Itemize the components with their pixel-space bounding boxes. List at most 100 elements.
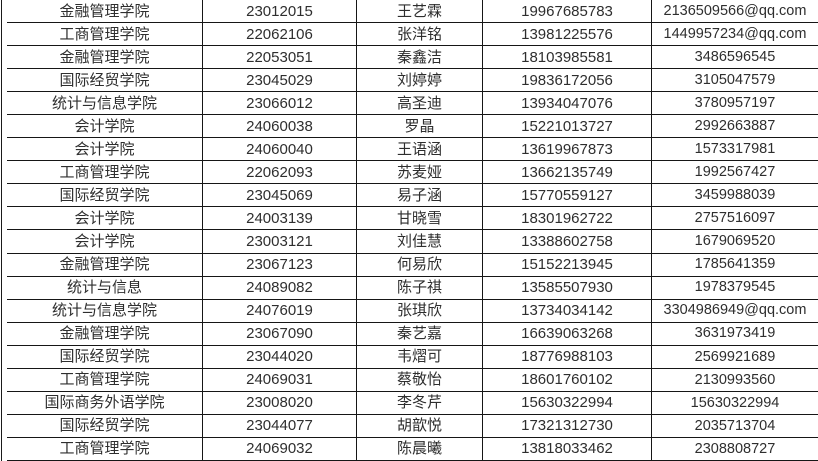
cell-college[interactable]: 工商管理学院 (7, 368, 203, 392)
cell-student_id[interactable]: 23008020 (203, 391, 357, 415)
cell-phone[interactable]: 16639063268 (483, 322, 652, 346)
cell-student_id[interactable]: 23066012 (203, 92, 357, 116)
cell-phone[interactable]: 15152213945 (483, 253, 652, 277)
cell-contact[interactable]: 1978379545 (652, 277, 818, 300)
cell-phone[interactable]: 19836172056 (483, 69, 652, 93)
cell-contact[interactable]: 3105047579 (652, 69, 818, 93)
cell-name[interactable]: 罗晶 (357, 115, 483, 139)
cell-contact[interactable]: 1449957234@qq.com (652, 23, 818, 47)
cell-name[interactable]: 刘佳慧 (357, 230, 483, 254)
cell-phone[interactable]: 19967685783 (483, 0, 652, 24)
cell-college[interactable]: 工商管理学院 (7, 161, 203, 185)
cell-phone[interactable]: 13662135749 (483, 161, 652, 185)
cell-contact[interactable]: 1573317981 (652, 138, 818, 162)
cell-contact[interactable]: 3486596545 (652, 46, 818, 70)
cell-student_id[interactable]: 23045069 (203, 184, 357, 208)
cell-college[interactable]: 金融管理学院 (7, 322, 203, 346)
cell-phone[interactable]: 13934047076 (483, 92, 652, 116)
cell-contact[interactable]: 2757516097 (652, 207, 818, 231)
cell-contact[interactable]: 2569921689 (652, 346, 818, 369)
cell-student_id[interactable]: 22053051 (203, 46, 357, 70)
cell-student_id[interactable]: 24069031 (203, 368, 357, 392)
cell-phone[interactable]: 13585507930 (483, 276, 652, 300)
cell-name[interactable]: 秦艺嘉 (357, 322, 483, 346)
cell-college[interactable]: 金融管理学院 (7, 253, 203, 277)
cell-college[interactable]: 国际经贸学院 (7, 69, 203, 93)
cell-phone[interactable]: 13734034142 (483, 299, 652, 323)
cell-contact[interactable]: 2035713704 (652, 415, 818, 438)
cell-name[interactable]: 易子涵 (357, 184, 483, 208)
cell-phone[interactable]: 13981225576 (483, 23, 652, 47)
cell-student_id[interactable]: 24069032 (203, 437, 357, 461)
cell-student_id[interactable]: 22062093 (203, 161, 357, 185)
cell-name[interactable]: 胡歆悦 (357, 414, 483, 438)
cell-phone[interactable]: 15770559127 (483, 184, 652, 208)
cell-college[interactable]: 国际经贸学院 (7, 345, 203, 369)
cell-contact[interactable]: 1992567427 (652, 161, 818, 185)
cell-name[interactable]: 李冬芹 (357, 391, 483, 415)
cell-name[interactable]: 秦鑫洁 (357, 46, 483, 70)
cell-student_id[interactable]: 24003139 (203, 207, 357, 231)
cell-contact[interactable]: 3631973419 (652, 323, 818, 346)
cell-college[interactable]: 工商管理学院 (7, 437, 203, 461)
cell-contact[interactable]: 3780957197 (652, 92, 818, 116)
cell-college[interactable]: 会计学院 (7, 138, 203, 162)
cell-contact[interactable]: 1785641359 (652, 254, 818, 277)
cell-student_id[interactable]: 22062106 (203, 23, 357, 47)
cell-phone[interactable]: 18776988103 (483, 345, 652, 369)
cell-name[interactable]: 张洋铭 (357, 23, 483, 47)
cell-name[interactable]: 陈子祺 (357, 276, 483, 300)
cell-student_id[interactable]: 23067090 (203, 322, 357, 346)
cell-student_id[interactable]: 24060038 (203, 115, 357, 139)
cell-student_id[interactable]: 23045029 (203, 69, 357, 93)
cell-college[interactable]: 工商管理学院 (7, 23, 203, 47)
cell-phone[interactable]: 18301962722 (483, 207, 652, 231)
cell-college[interactable]: 会计学院 (7, 115, 203, 139)
cell-name[interactable]: 高圣迪 (357, 92, 483, 116)
cell-contact[interactable]: 2992663887 (652, 115, 818, 139)
cell-name[interactable]: 苏麦娅 (357, 161, 483, 185)
cell-phone[interactable]: 13818033462 (483, 437, 652, 461)
cell-college[interactable]: 金融管理学院 (7, 46, 203, 70)
cell-contact[interactable]: 2136509566@qq.com (652, 0, 818, 24)
cell-student_id[interactable]: 23044020 (203, 345, 357, 369)
cell-contact[interactable]: 3304986949@qq.com (652, 300, 818, 323)
cell-contact[interactable]: 2130993560 (652, 369, 818, 392)
cell-name[interactable]: 刘婷婷 (357, 69, 483, 93)
cell-student_id[interactable]: 23067123 (203, 253, 357, 277)
cell-college[interactable]: 国际商务外语学院 (7, 391, 203, 415)
cell-college[interactable]: 国际经贸学院 (7, 184, 203, 208)
cell-phone[interactable]: 17321312730 (483, 414, 652, 438)
cell-phone[interactable]: 18103985581 (483, 46, 652, 70)
cell-contact[interactable]: 1679069520 (652, 230, 818, 254)
cell-student_id[interactable]: 23044077 (203, 414, 357, 438)
cell-name[interactable]: 王艺霖 (357, 0, 483, 24)
cell-contact[interactable]: 15630322994 (652, 392, 818, 415)
cell-college[interactable]: 金融管理学院 (7, 0, 203, 24)
cell-phone[interactable]: 15221013727 (483, 115, 652, 139)
cell-phone[interactable]: 13619967873 (483, 138, 652, 162)
cell-phone[interactable]: 13388602758 (483, 230, 652, 254)
cell-student_id[interactable]: 23012015 (203, 0, 357, 24)
cell-student_id[interactable]: 24089082 (203, 276, 357, 300)
cell-name[interactable]: 韦熠可 (357, 345, 483, 369)
cell-name[interactable]: 张琪欣 (357, 299, 483, 323)
cell-college[interactable]: 统计与信息学院 (7, 299, 203, 323)
cell-name[interactable]: 何易欣 (357, 253, 483, 277)
cell-name[interactable]: 陈晨曦 (357, 437, 483, 461)
cell-contact[interactable]: 2308808727 (652, 438, 818, 461)
cell-phone[interactable]: 18601760102 (483, 368, 652, 392)
cell-college[interactable]: 统计与信息学院 (7, 92, 203, 116)
cell-contact[interactable]: 3459988039 (652, 184, 818, 208)
cell-student_id[interactable]: 24060040 (203, 138, 357, 162)
cell-phone[interactable]: 15630322994 (483, 391, 652, 415)
cell-college[interactable]: 会计学院 (7, 207, 203, 231)
cell-name[interactable]: 王语涵 (357, 138, 483, 162)
cell-college[interactable]: 国际经贸学院 (7, 414, 203, 438)
cell-name[interactable]: 甘晓雪 (357, 207, 483, 231)
cell-name[interactable]: 蔡敬怡 (357, 368, 483, 392)
cell-student_id[interactable]: 24076019 (203, 299, 357, 323)
cell-student_id[interactable]: 23003121 (203, 230, 357, 254)
cell-college[interactable]: 会计学院 (7, 230, 203, 254)
cell-college[interactable]: 统计与信息 (7, 276, 203, 300)
